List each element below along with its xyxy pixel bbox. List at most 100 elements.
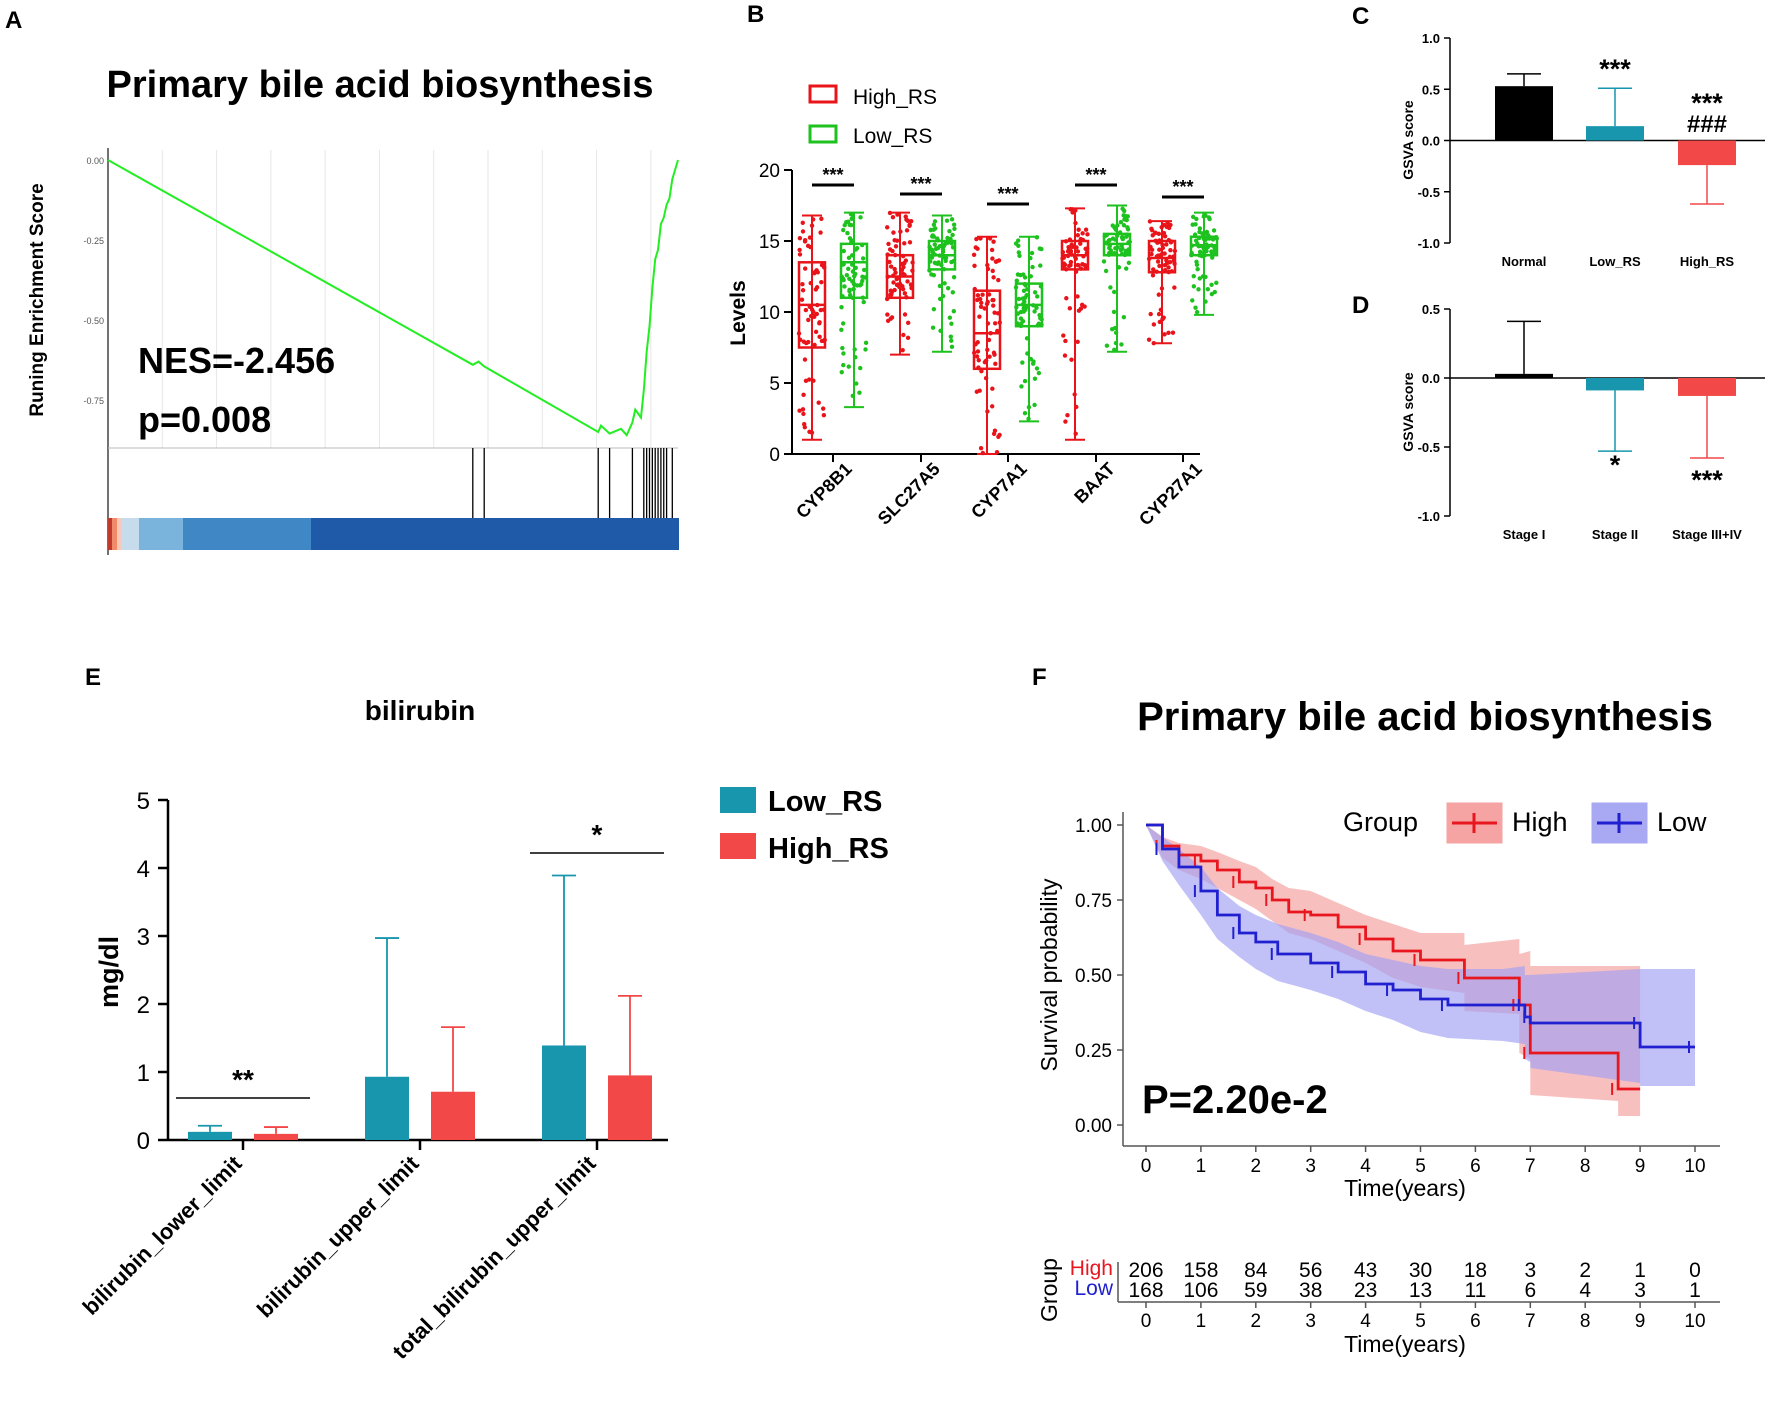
risk-table-count: 13 (1409, 1279, 1432, 1302)
panel-b-data-point (1085, 232, 1090, 237)
panel-b-data-point (861, 299, 866, 305)
risk-table-x-tick-label: 4 (1360, 1311, 1371, 1332)
panel-b-data-point (948, 334, 954, 339)
panel-b-data-point (905, 335, 911, 341)
panel-label-b: B (747, 1, 764, 28)
risk-table-count: 0 (1689, 1259, 1701, 1282)
panel-b-data-point (890, 214, 896, 220)
panel-b-data-point (857, 390, 862, 395)
panel-label-a: A (5, 7, 22, 34)
panel-b-data-point (979, 300, 984, 306)
gsva-y-tick-label: 0.5 (1422, 82, 1440, 97)
risk-table-count: 206 (1128, 1259, 1163, 1282)
panel-b-data-point (949, 338, 954, 343)
panel-b-y-tick-label: 20 (759, 161, 780, 182)
panel-b-x-tick-label: BAAT (1070, 459, 1119, 508)
panel-f-y-tick-label: 0.25 (1075, 1041, 1112, 1062)
panel-b-data-point (974, 236, 979, 242)
panel-b-data-point (1190, 214, 1196, 220)
panel-d-bar-chart: GSVA score 0.5 0.0 -0.5 -1.0 Stage I Stage II… (1400, 302, 1765, 542)
panel-a-pvalue: p=0.008 (138, 399, 271, 440)
panel-b-data-point (950, 232, 955, 238)
panel-b-data-point (841, 248, 846, 254)
panel-b-data-point (1193, 305, 1198, 310)
panel-b-data-point (977, 314, 982, 319)
panel-f-xlabel: Time(years) (1344, 1175, 1466, 1201)
panel-c-bar-chart: GSVA score 1.0 0.5 0.0 -0.5 -1.0 Normal Low_RS… (1400, 31, 1765, 269)
risk-table-count: 158 (1183, 1259, 1218, 1282)
panel-b-data-point (849, 216, 854, 221)
panel-b-data-point (1032, 402, 1037, 408)
panel-b-data-point (1032, 376, 1038, 381)
panel-b-data-point (1031, 359, 1036, 364)
panel-e-y-tick-label: 0 (137, 1128, 150, 1155)
panel-f-pvalue: P=2.20e-2 (1142, 1078, 1328, 1122)
panel-b-data-point (815, 270, 820, 275)
risk-table-count: 18 (1464, 1259, 1487, 1282)
panel-b-box (839, 242, 869, 300)
panel-b-y-tick-label: 15 (759, 232, 780, 253)
panel-b-significance-stars: *** (910, 174, 931, 194)
panel-b-data-point (859, 282, 864, 287)
risk-table-count: 2 (1579, 1259, 1591, 1282)
risk-table-x-tick-label: 2 (1251, 1311, 1262, 1332)
panel-a-y-tick-label: 0.00 (86, 156, 104, 166)
panel-e-bilirubin-chart: bilirubin mg/dl 0 1 2 3 4 5 bilirubin_lower_l… (78, 695, 889, 1364)
risk-table-x-tick-label: 8 (1580, 1311, 1591, 1332)
panel-b-data-point (1190, 222, 1195, 227)
panel-b-data-point (846, 266, 851, 272)
panel-b-data-point (1157, 247, 1162, 252)
legend-swatch-low-rs-e (720, 787, 756, 813)
panel-b-data-point (1038, 263, 1043, 268)
legend-label-low-rs: Low_RS (853, 125, 932, 148)
panel-b-data-point (1156, 311, 1162, 317)
panel-b-data-point (854, 245, 860, 251)
panel-b-data-point (1020, 360, 1025, 365)
panel-b-data-point (1151, 322, 1157, 327)
panel-b-data-point (990, 386, 995, 391)
gsva-significance: *** (1599, 54, 1631, 84)
panel-b-data-point (1164, 242, 1169, 247)
panel-b-data-point (1194, 216, 1199, 222)
panel-f-y-tick-label: 0.75 (1075, 891, 1112, 912)
panel-f-survival-curve (1146, 823, 1641, 1091)
panel-f-survival-plot: Primary bile acid biosynthesis Survival … (1036, 695, 1720, 1357)
panel-b-data-point (902, 291, 908, 296)
panel-b-data-point (1111, 289, 1117, 295)
panel-b-data-point (1149, 226, 1154, 232)
panel-b-data-point (1075, 339, 1080, 344)
panel-b-data-point (839, 327, 844, 333)
panel-b-data-point (892, 266, 897, 272)
gsva-x-tick-label: Stage I (1503, 527, 1546, 542)
panel-b-data-point (991, 239, 996, 244)
panel-f-ylabel: Survival probability (1036, 878, 1062, 1072)
panel-b-data-point (799, 297, 805, 302)
panel-b-data-point (905, 279, 910, 284)
risk-table-count: 1 (1634, 1259, 1646, 1282)
panel-f-x-tick-label: 1 (1196, 1156, 1207, 1177)
gsva-bar (1495, 86, 1553, 141)
panel-f-survival-curve (1146, 823, 1695, 1049)
panel-b-data-point (1155, 259, 1161, 264)
panel-e-ylabel: mg/dl (94, 936, 124, 1008)
panel-b-data-point (846, 255, 852, 261)
panel-b-data-point (802, 422, 807, 427)
panel-b-data-point (1191, 284, 1197, 289)
panel-b-y-tick-label: 0 (769, 445, 780, 466)
panel-b-data-point (1195, 266, 1200, 272)
panel-b-data-point (951, 222, 957, 227)
panel-b-data-point (819, 262, 825, 268)
panel-f-x-tick-label: 2 (1251, 1156, 1262, 1177)
panel-b-data-point (901, 332, 906, 338)
panel-b-data-point (800, 407, 806, 412)
panel-b-data-point (931, 306, 937, 312)
panel-b-data-point (979, 368, 984, 374)
panel-b-data-point (1120, 246, 1125, 251)
panel-e-y-tick-label: 2 (137, 992, 150, 1019)
panel-b-data-point (861, 267, 867, 273)
gsva-x-tick-label: Stage III+IV (1672, 527, 1742, 542)
panel-b-data-point (1194, 259, 1199, 265)
panel-b-data-point (995, 328, 1000, 334)
panel-b-data-point (1162, 251, 1167, 256)
panel-b-data-point (1210, 237, 1216, 242)
